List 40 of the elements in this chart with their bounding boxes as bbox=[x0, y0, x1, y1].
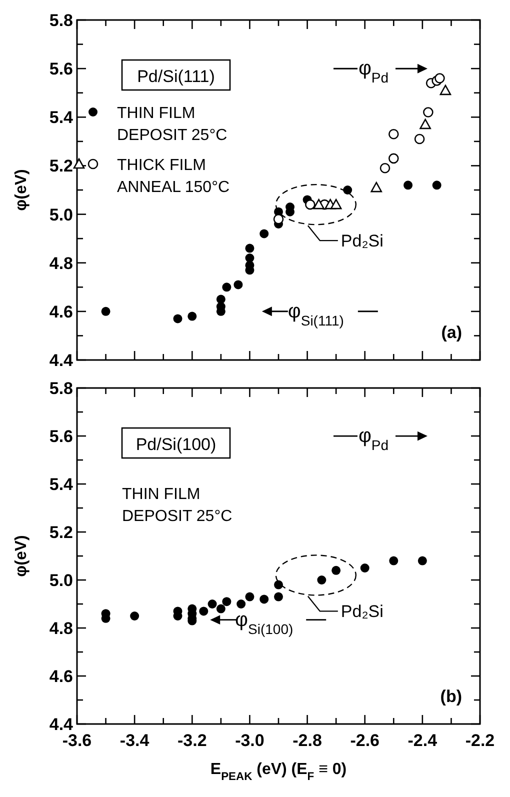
x-tick-label: -2.6 bbox=[350, 731, 380, 750]
annotation: THIN FILM DEPOSIT 25°C bbox=[122, 486, 232, 525]
legend-label: THICK FILM ANNEAL 150°C bbox=[117, 157, 230, 196]
y-tick-label: 5.4 bbox=[49, 475, 74, 494]
y-tick-label: 4.6 bbox=[49, 667, 73, 686]
y-axis-title: φ(eV) bbox=[13, 535, 30, 577]
text: Pd/Si(111) bbox=[137, 67, 215, 86]
y-tick-label: 4.4 bbox=[49, 351, 74, 370]
y-tick-label: 4.6 bbox=[49, 302, 73, 322]
x-axis-title: E$_{PEAK}$ (eV) (E$_{F}$ ≡ 0) bbox=[210, 761, 347, 783]
x-tick-label: -3.6 bbox=[62, 731, 92, 750]
y-tick-label: 5.0 bbox=[49, 205, 73, 224]
y-tick-label: 4.8 bbox=[49, 619, 73, 638]
annotation: φ$_{Pd}$ bbox=[358, 58, 389, 86]
y-tick-label: 5.8 bbox=[49, 379, 73, 398]
text: Pd/Si(100) bbox=[136, 435, 216, 454]
y-tick-label: 4.4 bbox=[49, 715, 74, 734]
y-axis-title: φ(eV) bbox=[13, 169, 30, 211]
y-tick-label: 5.4 bbox=[49, 108, 74, 128]
legend-label: THIN FILM DEPOSIT 25°C bbox=[117, 105, 228, 144]
y-tick-label: 5.2 bbox=[49, 523, 73, 542]
y-tick-label: 4.8 bbox=[49, 254, 73, 273]
x-tick-label: -3.2 bbox=[177, 731, 207, 750]
x-tick-label: -2.4 bbox=[408, 731, 438, 750]
y-tick-label: 5.8 bbox=[49, 11, 73, 30]
annotation: φ$_{Si(100)}$ bbox=[235, 608, 294, 637]
x-tick-label: -2.2 bbox=[465, 731, 495, 750]
y-tick-label: 5.6 bbox=[49, 60, 73, 79]
x-tick-label: -2.8 bbox=[292, 731, 322, 750]
annotation: Pd₂Si bbox=[340, 602, 384, 622]
x-tick-label: -3.4 bbox=[120, 731, 150, 750]
x-tick-label: -3.0 bbox=[235, 731, 264, 750]
annotation: (a) bbox=[441, 323, 462, 342]
y-tick-label: 5.0 bbox=[49, 571, 73, 590]
annotation: (b) bbox=[440, 687, 462, 706]
annotation: φ$_{Pd}$ bbox=[358, 425, 389, 454]
annotation: φ$_{Si(111)}$ bbox=[288, 300, 344, 328]
y-tick-label: 5.2 bbox=[49, 156, 73, 176]
annotation: Pd₂Si bbox=[340, 232, 384, 251]
y-tick-label: 5.6 bbox=[49, 427, 73, 446]
